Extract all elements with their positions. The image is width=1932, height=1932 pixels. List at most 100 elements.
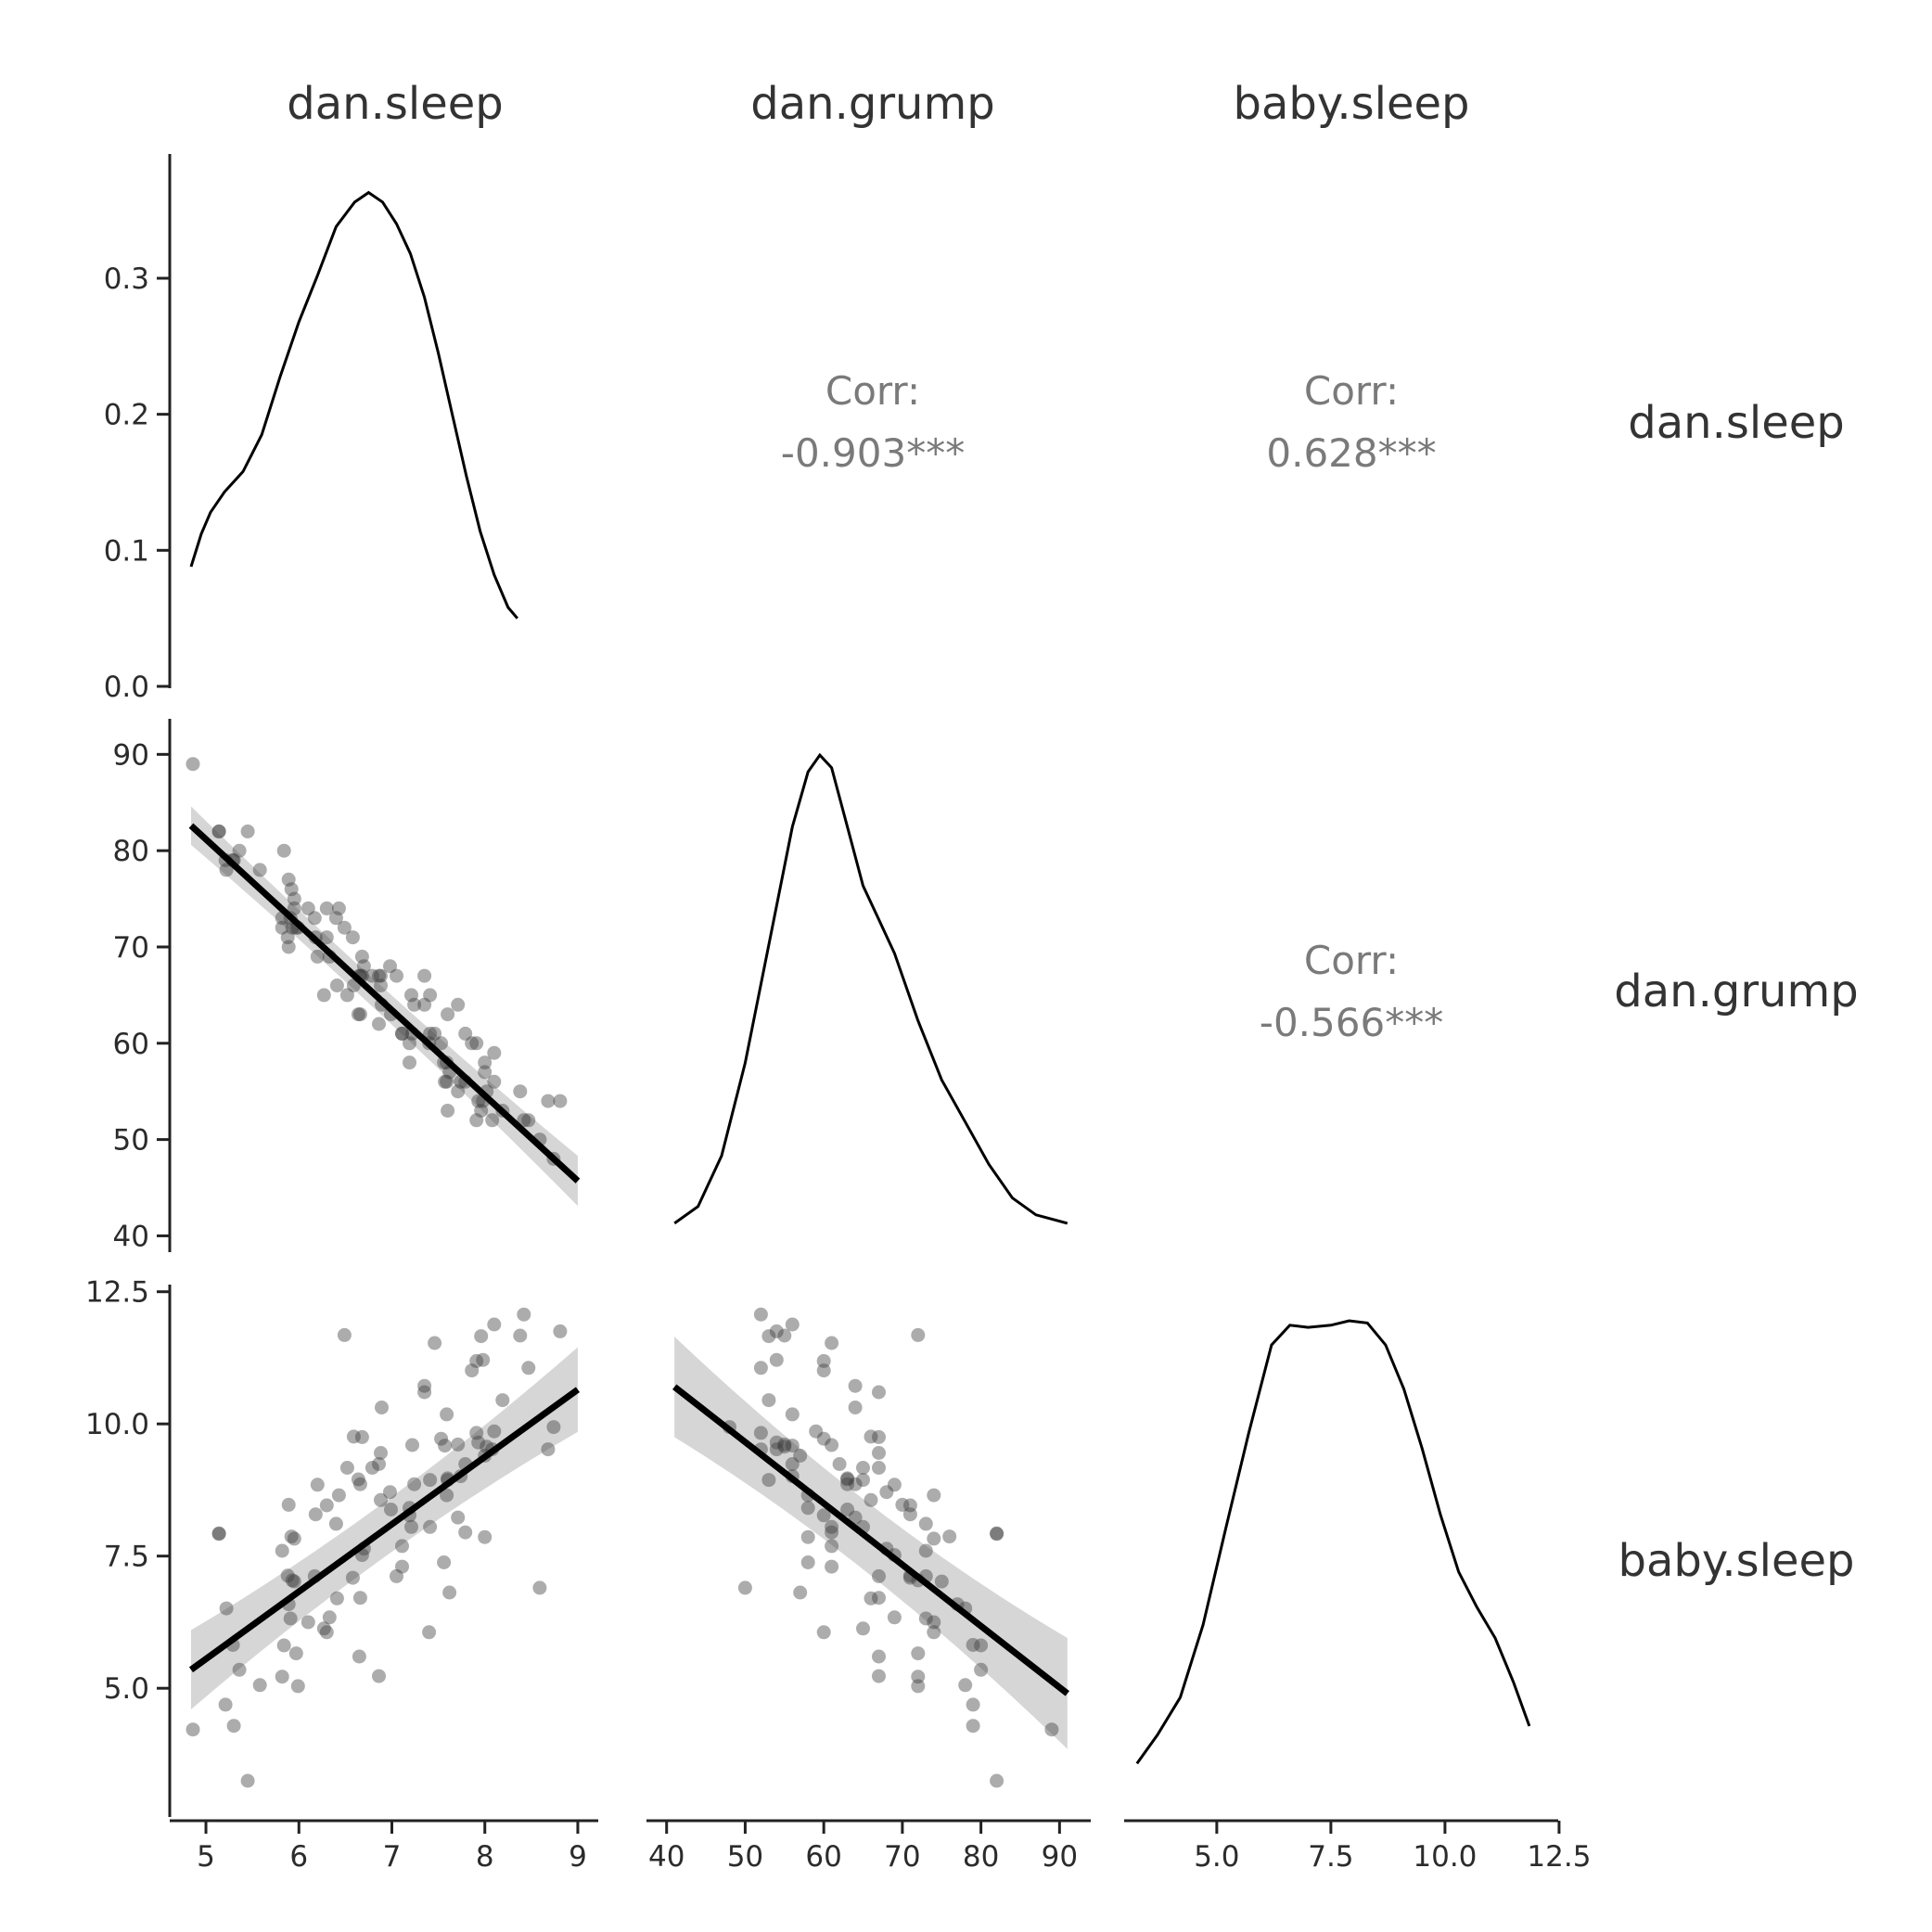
scatter-point	[825, 1336, 839, 1350]
x-tick-label: 10.0	[1413, 1840, 1477, 1874]
scatter-point	[440, 1407, 454, 1422]
y-tick-label: 0.1	[104, 534, 149, 568]
scatter-point	[287, 1531, 301, 1546]
scatter-point	[275, 1543, 289, 1558]
scatter-point	[478, 1529, 493, 1544]
scatter-point	[521, 1113, 536, 1128]
corr-value: -0.566***	[1260, 1000, 1443, 1045]
scatter-point	[346, 1429, 361, 1444]
scatter-point	[442, 1585, 457, 1600]
scatter-point	[517, 1307, 531, 1322]
scatter-point	[553, 1324, 568, 1338]
scatter-point	[809, 1424, 824, 1439]
scatter-point	[375, 1401, 389, 1414]
x-tick-label: 12.5	[1527, 1840, 1591, 1874]
scatter-point	[785, 1439, 800, 1453]
scatter-point	[211, 1527, 226, 1542]
strip-label-top-dan-grump: dan.grump	[750, 78, 994, 130]
scatter-point	[966, 1719, 980, 1734]
y-tick-label: 5.0	[104, 1672, 149, 1706]
x-tick-label: 5	[197, 1840, 215, 1874]
scatter-point	[337, 1327, 352, 1342]
scatter-point	[218, 1697, 233, 1712]
y-tick-label: 50	[113, 1124, 149, 1158]
scatter-point	[356, 959, 371, 974]
strip-label-right-dan-sleep: dan.sleep	[1628, 397, 1844, 449]
scatter-point	[856, 1473, 870, 1488]
scatter-point	[902, 1498, 917, 1513]
scatter-point	[417, 1378, 432, 1393]
scatter-point	[352, 1477, 367, 1491]
scatter-point	[308, 1507, 323, 1522]
scatter-point	[458, 1026, 473, 1041]
scatter-point	[417, 968, 432, 983]
density-curve-dan-sleep	[189, 190, 518, 620]
scatter-point	[769, 1324, 784, 1338]
scatter-point	[856, 1461, 870, 1475]
scatter-point	[761, 1393, 776, 1408]
scatter-point	[911, 1679, 926, 1694]
scatter-point	[374, 979, 388, 992]
scatter-point	[469, 1036, 484, 1051]
scatter-point	[872, 1649, 886, 1664]
x-tick-label: 60	[805, 1840, 841, 1874]
scatter-point	[521, 1361, 536, 1375]
x-tick-label: 8	[476, 1840, 494, 1874]
scatter-point	[417, 997, 432, 1012]
strip-label-right-baby-sleep: baby.sleep	[1618, 1535, 1854, 1587]
scatter-point	[219, 1601, 234, 1616]
scatter-point	[816, 1431, 831, 1446]
scatter-point	[329, 979, 344, 992]
scatter-point	[226, 1719, 241, 1734]
scatter-point	[753, 1361, 768, 1375]
scatter-point	[395, 1026, 409, 1041]
scatter-point	[328, 911, 343, 926]
scatter-point	[283, 1611, 298, 1626]
scatter-point	[777, 1328, 792, 1343]
scatter-point	[276, 1638, 291, 1653]
scatter-point	[966, 1638, 980, 1652]
scatter-point	[434, 1036, 449, 1051]
y-tick-label: 0.0	[104, 671, 149, 704]
scatter-point	[785, 1457, 800, 1471]
scatter-point	[438, 1074, 453, 1089]
scatter-point	[232, 1662, 247, 1677]
scatter-point	[761, 1473, 776, 1488]
scatter-point	[848, 1477, 863, 1491]
scatter-point	[872, 1385, 886, 1400]
corr-label: Corr:	[1304, 368, 1399, 414]
corr-panel-dan-sleep-dan-grump: Corr: -0.903***	[781, 368, 965, 476]
scatter-point	[840, 1503, 855, 1516]
scatter-point	[219, 863, 234, 877]
scatter-point	[958, 1678, 973, 1693]
scatter-point	[471, 1435, 486, 1450]
scatter-point	[404, 1519, 418, 1534]
scatter-point	[934, 1574, 949, 1589]
scatter-point	[793, 1585, 808, 1600]
scatter-point	[476, 1352, 491, 1367]
scatter-point	[403, 1036, 416, 1051]
scatter-point	[328, 1516, 343, 1531]
scatter-point	[319, 930, 334, 945]
scatter-point	[434, 1431, 449, 1446]
scatter-point	[395, 1559, 409, 1574]
scatter-point	[417, 1385, 432, 1400]
scatter-point	[322, 1610, 337, 1625]
scatter-point	[465, 1363, 480, 1378]
scatter-point	[478, 1065, 493, 1080]
scatter-point	[753, 1426, 768, 1440]
scatter-point	[351, 1007, 365, 1022]
x-tick-label: 40	[648, 1840, 685, 1874]
x-tick-label: 70	[884, 1840, 920, 1874]
scatter-point	[281, 872, 296, 887]
scatter-point	[211, 824, 226, 838]
scatter-point	[331, 1488, 346, 1503]
scatter-point	[339, 988, 354, 1003]
scatter-point	[487, 1074, 502, 1089]
x-tick-label: 80	[963, 1840, 999, 1874]
scatter-point	[372, 1669, 386, 1683]
scatter-point	[319, 1498, 334, 1513]
scatter-point	[887, 1478, 902, 1492]
scatter-point	[825, 1438, 839, 1452]
density-curve-dan-grump	[673, 752, 1068, 1225]
